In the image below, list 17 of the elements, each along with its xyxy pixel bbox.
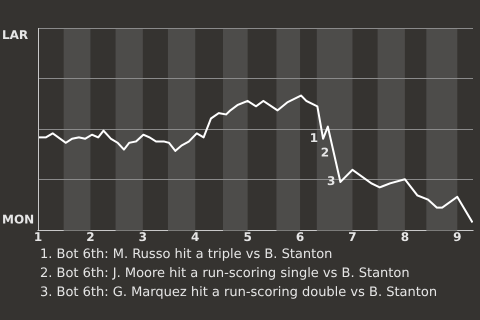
annotation: 3: [327, 174, 336, 188]
annotation: 2: [320, 146, 330, 160]
text: LAR: [2, 28, 28, 42]
x-tick-label: 2: [86, 230, 95, 244]
x-tick-label: 8: [400, 230, 410, 244]
text: MON: [2, 212, 34, 227]
x-tick-label: 7: [348, 230, 357, 244]
x-tick-label: 6: [296, 230, 304, 244]
annotation: 1: [310, 130, 318, 145]
x-tick-label: 5: [243, 230, 252, 244]
x-tick-label: 3: [138, 230, 147, 244]
x-tick-label: 4: [191, 230, 200, 244]
text: 1. Bot 6th: M. Russo hit a triple vs B. Stanton: [40, 246, 334, 264]
text: 3. Bot 6th: G. Marquez hit a run-scoring double vs B. Stanton: [40, 284, 438, 302]
text: 2. Bot 6th: J. Moore hit a run-scoring single vs B. Stanton: [40, 265, 411, 283]
x-tick-label: 9: [453, 230, 462, 244]
x-tick-label: 1: [34, 230, 42, 244]
